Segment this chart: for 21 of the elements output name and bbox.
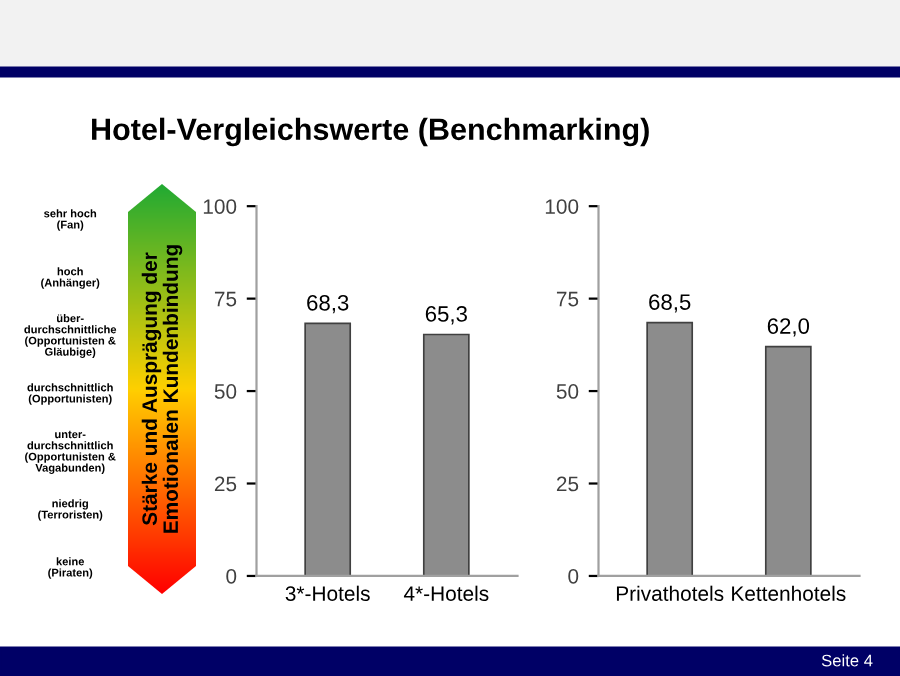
y-tick-label: 0 [568, 568, 579, 584]
x-tick-label: 4*-Hotels [403, 585, 489, 601]
y-tick-label: 75 [214, 291, 237, 307]
y-tick-label: 100 [545, 199, 579, 214]
y-tick-label: 0 [226, 568, 237, 584]
y-tick-label: 25 [556, 476, 579, 492]
y-tick-label: 50 [556, 384, 579, 399]
data-label: 68,5 [649, 294, 691, 313]
y-tick-label: 75 [556, 291, 579, 307]
data-label: 62,0 [767, 318, 810, 337]
y-tick-label: 50 [214, 384, 237, 399]
y-tick-label: 25 [214, 476, 237, 492]
text: Seite 4 [821, 654, 873, 667]
x-tick-label: Kettenhotels [732, 585, 846, 601]
data-label: 65,3 [425, 306, 467, 325]
text: Stärke und Ausprägung der Emotionalen Kundenbindung [141, 245, 183, 533]
chart-title: Hotel-Vergleichswerte (Benchmarking) [92, 117, 649, 147]
data-label: 68,3 [307, 294, 349, 314]
x-tick-label: 3*-Hotels [285, 585, 370, 601]
x-tick-label: Privathotels [616, 585, 724, 601]
y-tick-label: 100 [203, 199, 237, 214]
